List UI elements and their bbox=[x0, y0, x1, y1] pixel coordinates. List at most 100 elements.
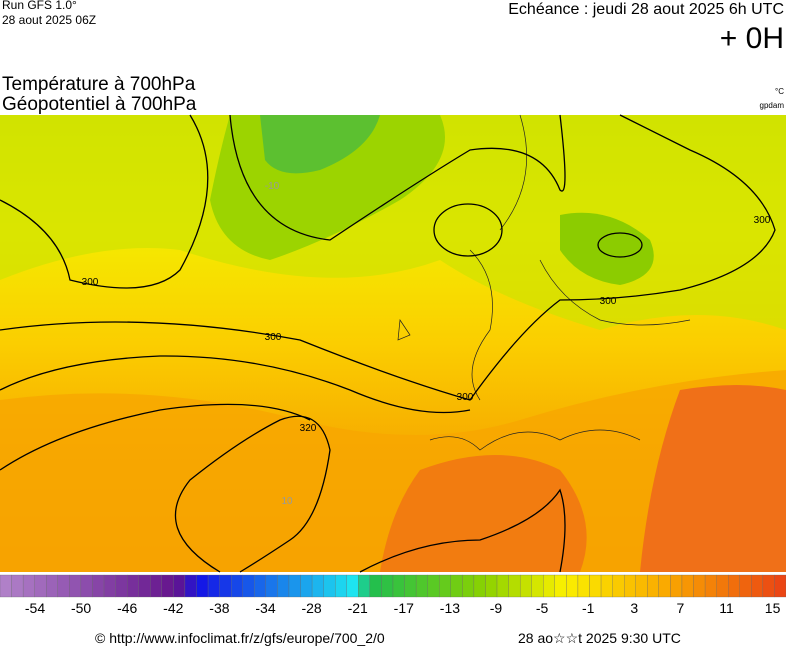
scale-swatch bbox=[92, 574, 105, 598]
contour-label: 300 bbox=[82, 277, 99, 288]
scale-swatch bbox=[600, 574, 613, 598]
scale-swatch bbox=[670, 574, 683, 598]
scale-swatch bbox=[80, 574, 93, 598]
scale-swatch bbox=[612, 574, 625, 598]
contour bbox=[0, 114, 209, 289]
unit-temp: °C bbox=[775, 87, 784, 96]
scale-label: 15 bbox=[765, 600, 781, 616]
field-green-east bbox=[560, 212, 654, 285]
scale-swatch bbox=[254, 574, 267, 598]
scale-swatch bbox=[335, 574, 347, 598]
scale-swatch bbox=[704, 574, 717, 598]
contour bbox=[359, 488, 566, 573]
scale-swatch bbox=[462, 574, 475, 598]
scale-swatch bbox=[46, 574, 58, 598]
scale-label: -54 bbox=[25, 600, 45, 616]
scale-label: 11 bbox=[719, 600, 734, 616]
footer-source: © http://www.infoclimat.fr/z/gfs/europe/… bbox=[95, 630, 385, 646]
scale-swatch bbox=[265, 574, 278, 598]
scale-swatch bbox=[762, 574, 775, 598]
map: 300 300 300 300 300 320 -10 10 bbox=[0, 114, 786, 573]
scale-swatch bbox=[346, 574, 359, 598]
contour bbox=[0, 114, 776, 401]
scale-swatch bbox=[519, 574, 532, 598]
scale-label: -5 bbox=[536, 600, 549, 616]
color-scale: -54 -50 -46 -42 -38 -34 -28 -21 -17 -13 -9 -5 -1 3 7 11… bbox=[0, 574, 786, 616]
scale-swatch bbox=[57, 574, 70, 598]
scale-swatch bbox=[207, 574, 220, 598]
scale-swatch bbox=[658, 574, 671, 598]
scale-swatch bbox=[647, 574, 660, 598]
scale-label: -13 bbox=[440, 600, 460, 616]
scale-swatch bbox=[439, 574, 451, 598]
scale-swatch bbox=[473, 574, 486, 598]
scale-swatch bbox=[751, 574, 764, 598]
footer-timestamp: 28 ao☆☆t 2025 9:30 UTC bbox=[518, 630, 681, 646]
scale-swatch bbox=[681, 574, 694, 598]
scale-swatch bbox=[115, 574, 128, 598]
contour bbox=[0, 403, 311, 471]
scale-swatch bbox=[196, 574, 209, 598]
title-temp: Température à 700hPa bbox=[2, 74, 196, 95]
scale-swatch bbox=[427, 574, 440, 598]
scale-swatch bbox=[126, 574, 139, 598]
scale-swatch bbox=[716, 574, 729, 598]
scale-label: 3 bbox=[630, 600, 638, 616]
field-warm bbox=[0, 370, 786, 572]
scale-swatch bbox=[288, 574, 301, 598]
contour bbox=[0, 355, 471, 414]
contour bbox=[597, 232, 643, 258]
scale-swatch bbox=[589, 574, 602, 598]
scale-swatch bbox=[404, 574, 417, 598]
scale-label: -42 bbox=[163, 600, 183, 616]
scale-swatch bbox=[554, 574, 567, 598]
scale-swatch bbox=[242, 574, 255, 598]
scale-swatch bbox=[0, 574, 12, 598]
contour-label: 320 bbox=[300, 423, 317, 434]
coastline bbox=[397, 114, 691, 451]
scale-swatch bbox=[138, 574, 151, 598]
scale-label: -28 bbox=[301, 600, 321, 616]
scale-swatch bbox=[369, 574, 382, 598]
scale-swatch bbox=[693, 574, 706, 598]
scale-swatch bbox=[739, 574, 752, 598]
contour bbox=[229, 114, 566, 241]
scale-swatch bbox=[508, 574, 521, 598]
scale-swatch bbox=[624, 574, 636, 598]
run: Run GFS 1.0° bbox=[2, 0, 77, 12]
field-hot-east bbox=[640, 385, 786, 572]
scale-swatch bbox=[358, 574, 371, 598]
scale-swatch bbox=[415, 574, 428, 598]
scale-label: -17 bbox=[394, 600, 414, 616]
scale-label: -9 bbox=[490, 600, 503, 616]
scale-swatch bbox=[150, 574, 162, 598]
scale-swatch bbox=[69, 574, 82, 598]
scale-swatch bbox=[173, 574, 186, 598]
contour-label: 300 bbox=[754, 215, 771, 226]
field-green-dark bbox=[260, 115, 380, 174]
scale-swatch bbox=[450, 574, 463, 598]
scale-swatch bbox=[231, 574, 243, 598]
scale-swatch bbox=[161, 574, 174, 598]
scale-swatch bbox=[219, 574, 232, 598]
scale-swatch bbox=[103, 574, 116, 598]
scale-label: -46 bbox=[117, 600, 137, 616]
scale-swatch bbox=[728, 574, 740, 598]
scale-swatch bbox=[11, 574, 24, 598]
scale-label: -34 bbox=[255, 600, 275, 616]
scale-swatch bbox=[311, 574, 324, 598]
field-cool bbox=[0, 115, 786, 330]
scale-swatch bbox=[485, 574, 498, 598]
scale-swatch bbox=[577, 574, 590, 598]
scale-label: -21 bbox=[348, 600, 368, 616]
run-date: 28 aout 2025 06Z bbox=[2, 13, 96, 27]
scale-swatch bbox=[277, 574, 290, 598]
contour-label: 300 bbox=[600, 296, 617, 307]
scale-swatch bbox=[34, 574, 47, 598]
scale-swatch bbox=[774, 574, 786, 598]
scale-swatch bbox=[323, 574, 336, 598]
scale-swatch bbox=[381, 574, 394, 598]
scale-swatch bbox=[184, 574, 197, 598]
contour bbox=[174, 415, 331, 573]
